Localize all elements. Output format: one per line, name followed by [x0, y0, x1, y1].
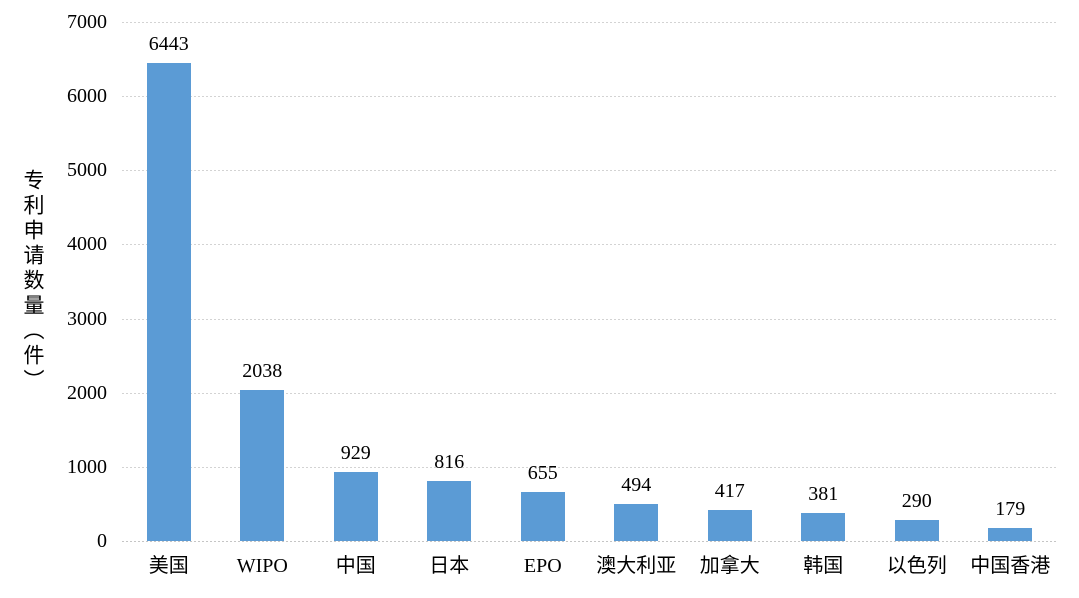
bar-value-label: 2038 — [242, 359, 283, 382]
gridline — [122, 392, 1057, 394]
bar-日本 — [427, 480, 472, 541]
bar-中国香港 — [988, 527, 1033, 541]
gridline — [122, 318, 1057, 320]
y-tick-label: 1000 — [67, 455, 107, 478]
gridline — [122, 244, 1057, 246]
bar-以色列 — [894, 519, 939, 541]
bar-value-label: 655 — [527, 462, 558, 485]
x-category-label: 澳大利亚 — [596, 555, 677, 577]
bar-value-label: 816 — [434, 450, 465, 473]
x-category-label: 日本 — [429, 555, 470, 577]
y-axis-title: 专利申请数量（件） — [21, 169, 45, 394]
bar-value-label: 381 — [808, 482, 839, 505]
y-tick-label: 0 — [97, 530, 107, 552]
bar-value-label: 179 — [995, 497, 1026, 520]
bar-value-label: 494 — [621, 474, 652, 497]
y-tick-label: 3000 — [67, 307, 107, 330]
y-tick-label: 6000 — [67, 85, 107, 108]
x-category-label: 中国 — [335, 555, 376, 577]
bar-澳大利亚 — [614, 504, 659, 541]
gridline — [122, 96, 1057, 98]
y-tick-label: 4000 — [67, 233, 107, 256]
x-category-label: 美国 — [148, 555, 189, 577]
gridline — [122, 466, 1057, 468]
plot-area: 6443 2038 929 816 655 494 417 381 290 179 — [122, 22, 1057, 542]
gridline — [122, 170, 1057, 172]
bar-美国 — [146, 63, 191, 541]
y-tick-label: 7000 — [67, 11, 107, 33]
x-axis-line — [122, 541, 1057, 542]
bar-韩国 — [801, 512, 846, 541]
x-category-label: 以色列 — [886, 555, 947, 577]
x-category-label: 韩国 — [803, 555, 844, 577]
bar-WIPO — [240, 389, 285, 541]
bar-value-label: 929 — [340, 442, 371, 465]
bar-加拿大 — [707, 510, 752, 541]
bar-EPO — [520, 492, 565, 541]
y-tick-label: 5000 — [67, 159, 107, 182]
x-category-label: EPO — [523, 555, 562, 577]
x-category-label: 中国香港 — [970, 555, 1051, 577]
y-axis-title-container: 专利申请数量（件） — [21, 22, 45, 541]
gridline — [122, 22, 1057, 23]
bar-value-label: 290 — [901, 489, 932, 512]
x-category-label: 加拿大 — [699, 555, 760, 577]
bar-value-label: 417 — [714, 480, 745, 503]
bar-中国 — [333, 472, 378, 541]
x-category-label: WIPO — [236, 555, 288, 577]
bar-value-label: 6443 — [148, 33, 189, 56]
y-tick-label: 2000 — [67, 381, 107, 404]
